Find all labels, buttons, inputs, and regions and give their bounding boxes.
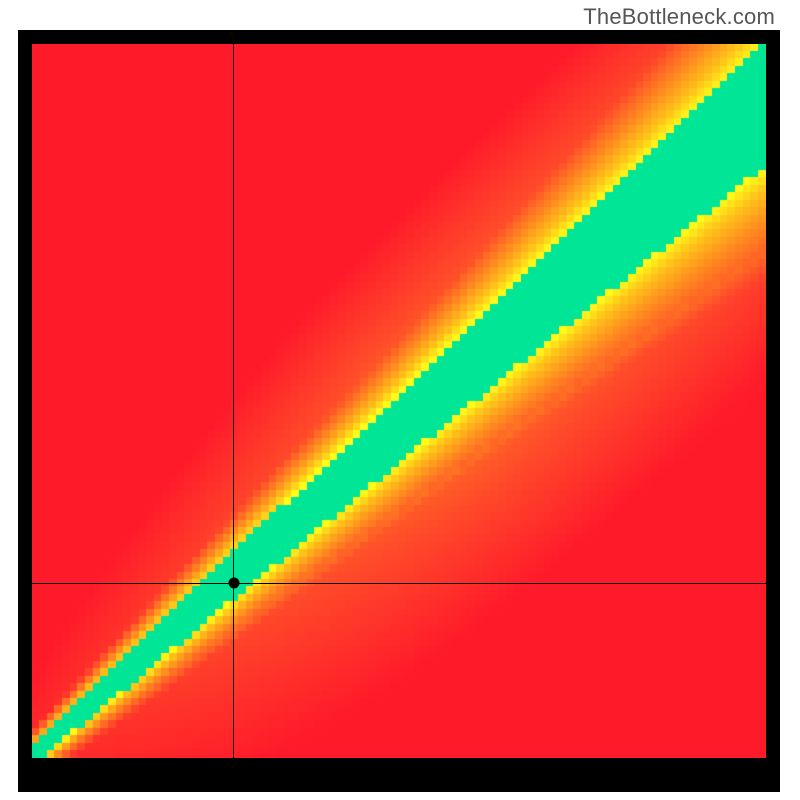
root-container: TheBottleneck.com <box>0 0 800 800</box>
watermark-text: TheBottleneck.com <box>583 4 775 30</box>
bottleneck-heatmap <box>32 44 766 758</box>
